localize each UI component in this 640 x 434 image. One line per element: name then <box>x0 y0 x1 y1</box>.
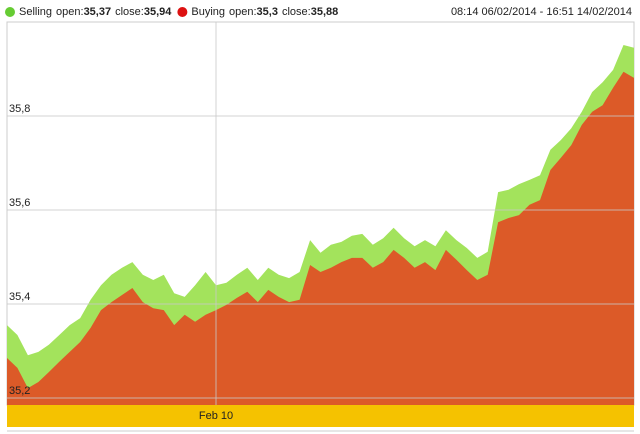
y-tick-label: 35,2 <box>9 385 30 397</box>
legend-marker <box>177 7 188 17</box>
legend-open-text: open: <box>229 6 257 18</box>
y-tick-label: 35,8 <box>9 103 30 115</box>
legend-open: 35,37 <box>84 6 112 18</box>
legend-close-text: close: <box>115 6 144 18</box>
x-tick-label: Feb 10 <box>199 410 233 422</box>
legend-name: Selling <box>19 6 52 18</box>
y-tick-label: 35,6 <box>9 197 30 209</box>
x-axis-band <box>7 405 634 427</box>
legend-marker <box>5 7 15 17</box>
legend-close-text: close: <box>282 6 311 18</box>
legend-close: 35,88 <box>311 6 339 18</box>
legend-entry: Selling open:35,37 close:35,94 <box>19 6 172 18</box>
legend-close: 35,94 <box>144 6 172 18</box>
legend-entry: Buying open:35,3 close:35,88 <box>191 6 338 18</box>
legend-open-text: open: <box>56 6 84 18</box>
date-range: 08:14 06/02/2014 - 16:51 14/02/2014 <box>451 6 632 18</box>
legend-name: Buying <box>191 6 225 18</box>
legend-open: 35,3 <box>257 6 278 18</box>
area <box>7 71 634 406</box>
y-tick-label: 35,4 <box>9 291 30 303</box>
